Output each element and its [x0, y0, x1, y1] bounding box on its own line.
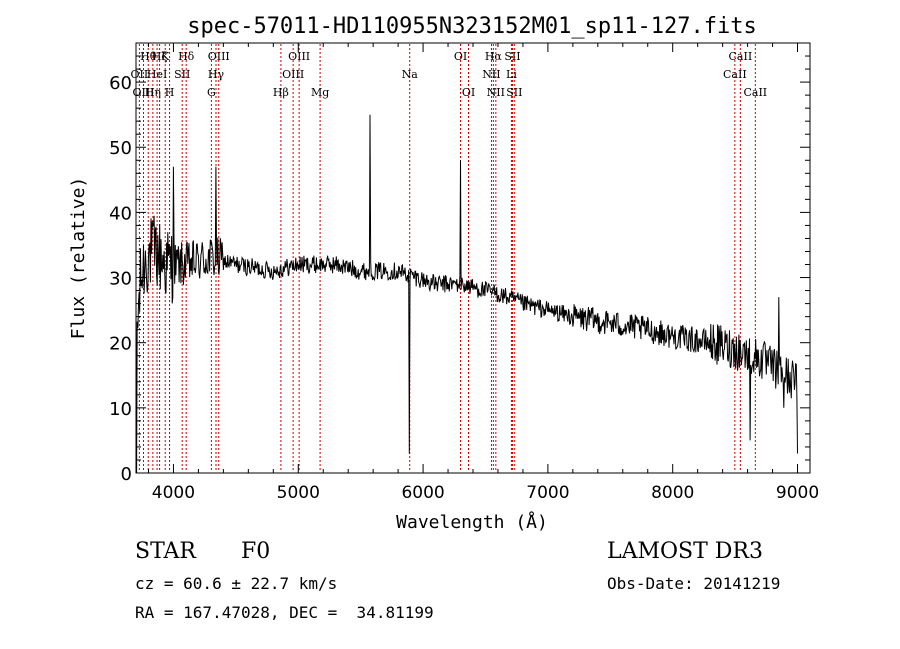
coordinates: RA = 167.47028, DEC = 34.81199 [135, 603, 434, 622]
x-tick-label: 8000 [651, 483, 694, 503]
observation-date: Obs-Date: 20141219 [607, 574, 781, 593]
line-marker-label: CaII [723, 68, 747, 81]
line-marker-label: G [207, 86, 216, 99]
line-marker-label: SII [506, 86, 522, 99]
line-marker-label: OIII [208, 50, 230, 63]
y-tick-label: 10 [109, 399, 132, 420]
x-tick-label: 7000 [526, 483, 569, 503]
y-axis-label: Flux (relative) [68, 177, 89, 340]
line-marker-label: SII [174, 68, 190, 81]
line-marker-label: Hζ [152, 50, 168, 63]
y-tick-label: 0 [121, 464, 132, 485]
line-marker-label: HeI [147, 68, 167, 81]
y-tick-label: 50 [109, 138, 132, 159]
line-marker-label: OIII [282, 68, 304, 81]
x-tick-label: 6000 [401, 483, 444, 503]
survey-name: LAMOST DR3 [607, 539, 763, 564]
line-marker-label: Hα [485, 50, 503, 63]
object-class: STAR [135, 539, 196, 564]
line-marker-label: CaII [729, 50, 753, 63]
line-marker-label: NII [487, 86, 505, 99]
chart-title: spec-57011-HD110955N323152M01_sp11-127.f… [187, 14, 757, 39]
object-subclass: F0 [241, 539, 271, 564]
line-marker-label: Hδ [178, 50, 195, 63]
line-marker-label: OI [454, 50, 467, 63]
line-marker-label: H [165, 86, 175, 99]
y-tick-label: 40 [109, 203, 132, 224]
emission-line-markers [138, 44, 756, 472]
line-marker-label: Na [402, 68, 419, 81]
line-marker-label: OI [462, 86, 475, 99]
line-marker-label: OII [131, 68, 149, 81]
x-tick-label: 5000 [277, 483, 320, 503]
x-tick-label: 9000 [776, 483, 819, 503]
emission-line-labels: OII OIII Hθ Hη HeI HζK H SII Hδ G Hγ OIII Hβ OIII OIII… [131, 50, 768, 99]
line-marker-label: Mg [311, 86, 329, 99]
redshift-velocity: cz = 60.6 ± 22.7 km/s [135, 574, 338, 593]
line-marker-label: Hη [145, 86, 161, 99]
flux-line [135, 114, 798, 474]
line-marker-label: Hγ [208, 68, 225, 81]
line-marker-label: NII [482, 68, 500, 81]
x-axis-label: Wavelength (Å) [396, 511, 548, 533]
line-marker-label: Hβ [273, 86, 289, 99]
y-tick-label: 60 [109, 73, 132, 94]
line-marker-label: K [161, 50, 170, 63]
y-tick-label: 20 [109, 334, 132, 355]
axes: 4000 5000 6000 7000 8000 9000 0 10 20 30 40 50 60 [109, 43, 819, 503]
line-marker-label: CaII [743, 86, 767, 99]
line-marker-label: Li [506, 68, 517, 81]
line-marker-label: OIII [132, 86, 154, 99]
line-marker-label: Hθ [140, 50, 157, 63]
y-tick-label: 30 [109, 269, 132, 290]
line-marker-label: OIII [288, 50, 310, 63]
x-tick-label: 4000 [152, 483, 195, 503]
flux-series [135, 114, 798, 474]
line-marker-label: SII [504, 50, 520, 63]
